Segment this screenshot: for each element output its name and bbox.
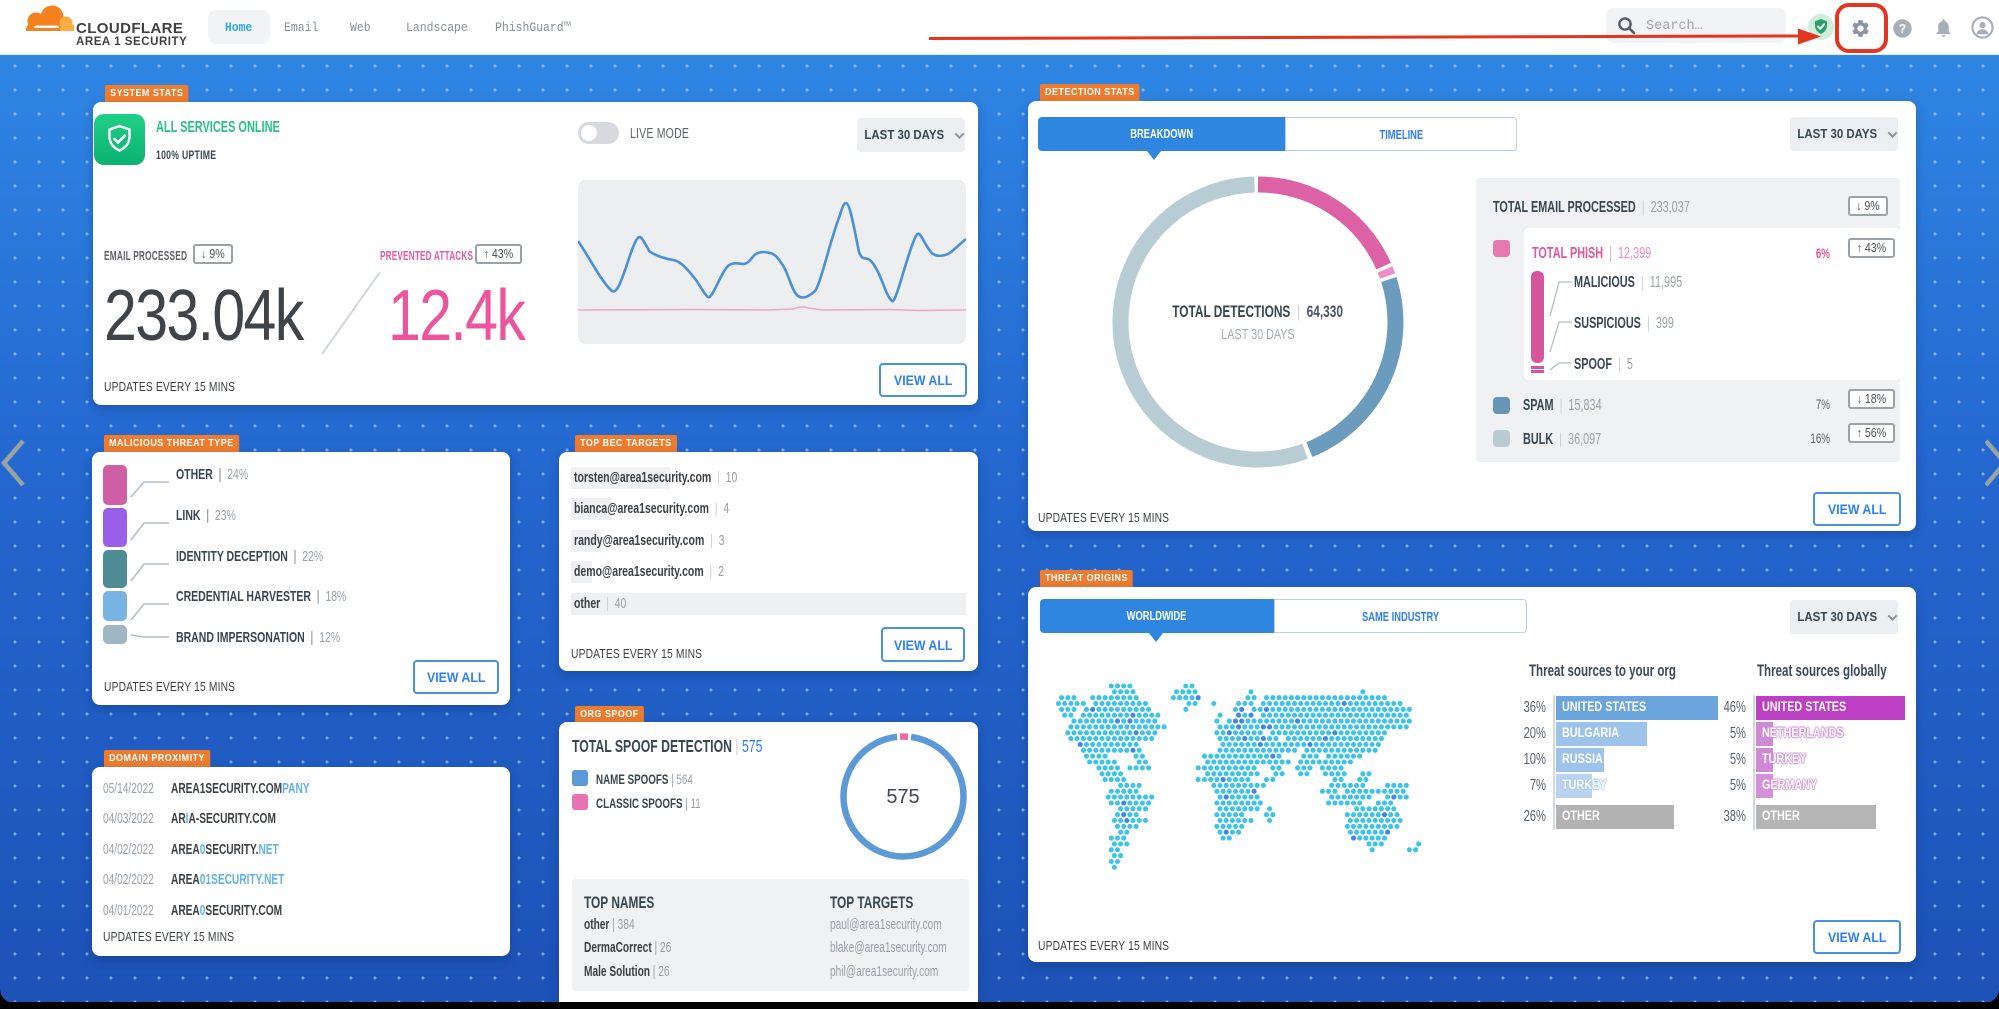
svg-text:?: ?	[1899, 22, 1907, 36]
